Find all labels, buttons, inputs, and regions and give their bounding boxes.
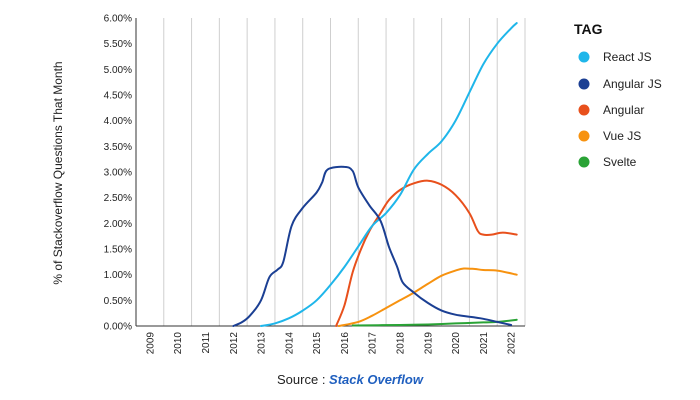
y-tick-label: 1.50%: [104, 245, 132, 256]
y-tick-label: 3.50%: [104, 142, 132, 153]
x-tick-label: 2021: [479, 332, 490, 355]
x-tick-label: 2020: [451, 332, 462, 355]
y-tick-label: 4.00%: [104, 116, 132, 127]
y-tick-label: 6.00%: [104, 14, 132, 25]
y-tick-label: 0.00%: [104, 322, 132, 333]
x-tick-label: 2017: [368, 332, 379, 355]
legend-marker-svelte: [578, 156, 590, 168]
x-tick-label: 2014: [284, 332, 295, 355]
legend-marker-angular-js: [578, 78, 590, 90]
x-tick-label: 2010: [173, 332, 184, 355]
x-tick-label: 2022: [507, 332, 518, 355]
source-name: Stack Overflow: [329, 372, 423, 387]
source-caption: Source : Stack Overflow: [0, 372, 700, 387]
y-axis-label: % of Stackoverflow Questions That Month: [51, 61, 65, 284]
legend-label-svelte: Svelte: [603, 155, 637, 169]
y-tick-labels: 0.00% 0.50% 1.00% 1.50% 2.00% 2.50% 3.00% 3.50%…: [104, 14, 132, 333]
x-tick-label: 2009: [145, 332, 156, 355]
legend-title: TAG: [574, 21, 603, 37]
series-lines: [232, 22, 518, 327]
x-tick-label: 2018: [395, 332, 406, 355]
y-tick-label: 3.00%: [104, 168, 132, 179]
series-line-vue-js: [337, 267, 518, 327]
y-tick-label: 2.50%: [104, 193, 132, 204]
x-tick-label: 2012: [229, 332, 240, 355]
legend-label-angular: Angular: [603, 103, 644, 117]
legend-marker-vue-js: [578, 130, 590, 142]
x-tick-label: 2016: [340, 332, 351, 355]
series-line-angular: [335, 179, 518, 327]
legend-label-react-js: React JS: [603, 50, 652, 64]
series-line-react-js: [260, 22, 518, 327]
source-prefix: Source :: [277, 372, 330, 387]
axes: [135, 18, 525, 327]
legend-marker-angular: [578, 104, 590, 116]
legend-marker-react-js: [578, 51, 590, 63]
x-tick-label: 2013: [257, 332, 268, 355]
y-tick-label: 2.00%: [104, 219, 132, 230]
x-tick-label: 2019: [423, 332, 434, 355]
gridlines: [135, 18, 526, 326]
x-tick-label: 2011: [201, 332, 212, 354]
y-tick-label: 5.00%: [104, 65, 132, 76]
y-tick-label: 1.00%: [104, 270, 132, 281]
x-tick-label: 2015: [312, 332, 323, 355]
legend: TAG React JS Angular JS Angular Vue JS Svelt…: [574, 21, 662, 169]
series-line-angular-js: [232, 165, 513, 327]
y-tick-label: 5.50%: [104, 39, 132, 50]
y-tick-label: 4.50%: [104, 91, 132, 102]
legend-label-vue-js: Vue JS: [603, 129, 641, 143]
x-tick-labels: 2009 2010 2011 2012 2013 2014 2015 2016 2017 2018…: [145, 332, 517, 355]
y-tick-label: 0.50%: [104, 296, 132, 307]
legend-label-angular-js: Angular JS: [603, 77, 662, 91]
